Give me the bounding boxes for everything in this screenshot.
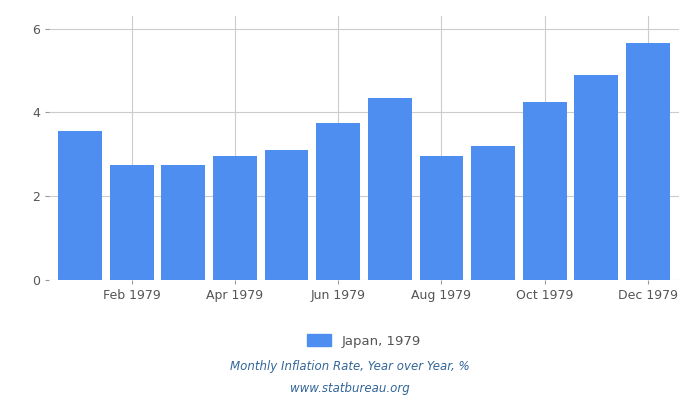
- Bar: [626, 43, 670, 280]
- Bar: [523, 102, 567, 280]
- Bar: [213, 156, 257, 280]
- Text: www.statbureau.org: www.statbureau.org: [290, 382, 410, 395]
- Bar: [575, 75, 618, 280]
- Text: Monthly Inflation Rate, Year over Year, %: Monthly Inflation Rate, Year over Year, …: [230, 360, 470, 373]
- Bar: [265, 150, 309, 280]
- Bar: [58, 131, 102, 280]
- Bar: [471, 146, 515, 280]
- Bar: [419, 156, 463, 280]
- Legend: Japan, 1979: Japan, 1979: [302, 329, 426, 353]
- Bar: [368, 98, 412, 280]
- Bar: [110, 165, 153, 280]
- Bar: [161, 165, 205, 280]
- Bar: [316, 123, 360, 280]
